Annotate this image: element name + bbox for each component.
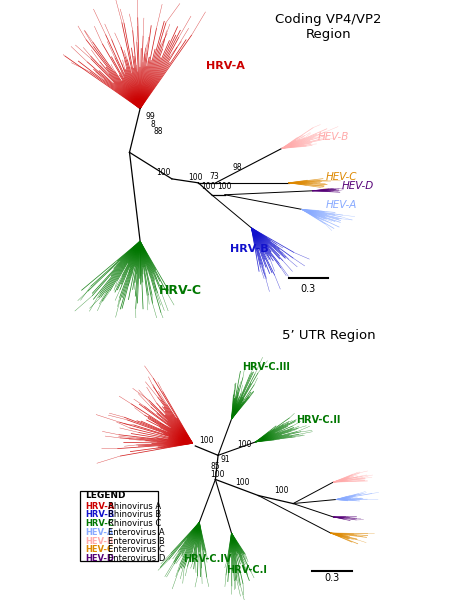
Text: 5’ UTR Region: 5’ UTR Region (283, 329, 376, 343)
Text: Rhinovirus C: Rhinovirus C (108, 519, 162, 528)
Text: 8: 8 (151, 120, 155, 129)
Text: HRV-C: HRV-C (85, 519, 114, 528)
Text: HRV-A: HRV-A (85, 502, 115, 511)
Text: 100: 100 (188, 173, 203, 182)
Text: 85: 85 (210, 462, 219, 471)
Text: HEV-D: HEV-D (85, 554, 114, 563)
Text: HEV-B: HEV-B (317, 133, 349, 142)
Text: Rhinovirus B: Rhinovirus B (108, 511, 162, 520)
Text: 88: 88 (154, 127, 163, 136)
Text: 100: 100 (236, 478, 250, 487)
Text: 100: 100 (210, 470, 225, 479)
Text: 100: 100 (274, 486, 289, 495)
Text: HRV-B: HRV-B (85, 511, 115, 520)
Text: 100: 100 (199, 436, 214, 445)
Text: Coding VP4/VP2
Region: Coding VP4/VP2 Region (275, 13, 382, 41)
Text: HEV-D: HEV-D (341, 181, 374, 191)
Text: Enterovirus D: Enterovirus D (108, 554, 166, 563)
Text: HEV-C: HEV-C (85, 545, 114, 554)
Text: Rhinovirus A: Rhinovirus A (108, 502, 162, 511)
Text: HRV-A: HRV-A (206, 61, 245, 71)
Text: HRV-C.II: HRV-C.II (296, 415, 340, 425)
Text: 73: 73 (209, 172, 219, 181)
Text: HEV-C: HEV-C (325, 172, 357, 182)
Text: HEV-B: HEV-B (85, 536, 114, 545)
Text: LEGEND: LEGEND (85, 491, 126, 500)
Text: HEV-A: HEV-A (85, 528, 114, 537)
Text: 91: 91 (221, 455, 230, 464)
Text: 100: 100 (217, 182, 231, 191)
Text: HRV-C: HRV-C (159, 284, 202, 297)
Text: 99: 99 (146, 112, 155, 121)
Text: Enterovirus B: Enterovirus B (108, 536, 165, 545)
Text: HRV-C.I: HRV-C.I (226, 565, 267, 575)
Text: 98: 98 (233, 163, 243, 172)
Text: 0.3: 0.3 (301, 283, 316, 293)
Text: HRV-C.III: HRV-C.III (242, 362, 290, 371)
Text: HRV-C.IV: HRV-C.IV (183, 554, 232, 565)
Text: 100: 100 (156, 168, 171, 177)
Text: 100: 100 (237, 440, 252, 449)
Text: Enterovirus C: Enterovirus C (108, 545, 165, 554)
Text: HRV-B: HRV-B (230, 244, 269, 254)
Text: Enterovirus A: Enterovirus A (108, 528, 165, 537)
Text: 0.3: 0.3 (325, 573, 340, 583)
Text: 100: 100 (201, 182, 216, 191)
FancyBboxPatch shape (80, 491, 158, 561)
Text: HEV-A: HEV-A (325, 200, 357, 210)
